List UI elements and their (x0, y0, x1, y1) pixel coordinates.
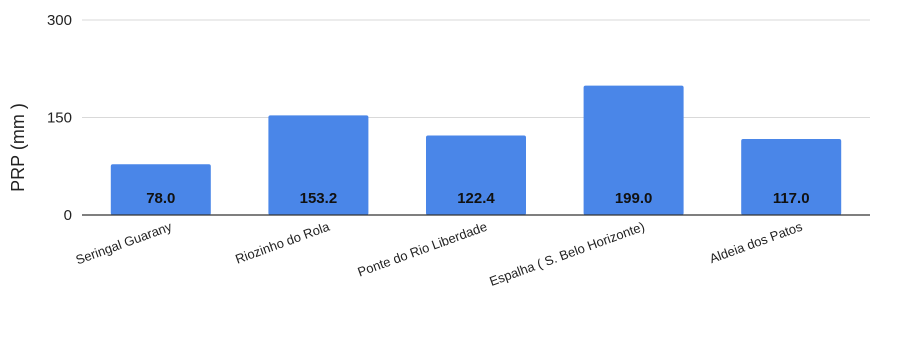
data-label: 153.2 (300, 190, 338, 207)
y-axis-ticks: 0 150 300 (47, 12, 72, 224)
bars (110, 85, 842, 216)
data-label: 78.0 (146, 190, 175, 207)
bar (583, 85, 684, 216)
x-category-label: Riozinho do Rola (233, 218, 332, 266)
bar (268, 115, 369, 215)
bar (110, 164, 211, 215)
x-category-label: Aldeia dos Patos (707, 219, 804, 267)
y-tick-label: 0 (64, 207, 72, 224)
bar (426, 135, 526, 215)
data-label: 117.0 (773, 190, 810, 207)
data-label: 199.0 (615, 190, 653, 207)
category-labels: Seringal Guarany Riozinho do Rola Ponte do… (74, 218, 805, 288)
x-category-label: Espalha ( S. Belo Horizonte) (487, 219, 646, 289)
y-tick-label: 150 (47, 110, 72, 127)
x-category-label: Ponte do Rio Liberdade (356, 219, 490, 280)
data-label: 122.4 (457, 190, 495, 207)
gridlines (82, 19, 870, 118)
bar (741, 138, 842, 215)
data-labels: 78.0 153.2 122.4 199.0 117.0 (146, 190, 809, 207)
y-axis-title: PRP (mm ) (8, 103, 28, 192)
x-category-label: Seringal Guarany (74, 219, 175, 268)
y-tick-label: 300 (47, 12, 72, 29)
